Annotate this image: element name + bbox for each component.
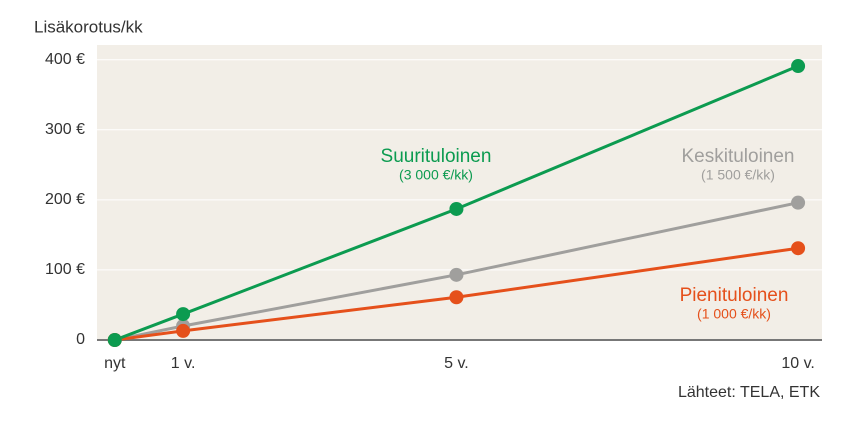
series-label: Suurituloinen [381, 146, 492, 167]
x-tick-label: 5 v. [444, 355, 469, 372]
data-point [791, 59, 806, 74]
data-point [791, 195, 806, 210]
data-point [449, 201, 464, 216]
x-tick-label: nyt [104, 355, 126, 372]
y-tick-label: 400 € [45, 51, 85, 68]
series-label: Pienituloinen [680, 285, 789, 306]
data-point [176, 307, 191, 322]
data-point [176, 323, 191, 338]
x-tick-label: 1 v. [171, 355, 196, 372]
series-note: (1 500 €/kk) [701, 167, 775, 183]
series-note: (3 000 €/kk) [399, 167, 473, 183]
series-line [114, 246, 799, 342]
data-point [791, 241, 806, 256]
y-axis-label: Lisäkorotus/kk [34, 17, 143, 36]
data-point [449, 290, 464, 305]
series-note: (1 000 €/kk) [697, 306, 771, 322]
series-label: Keskituloinen [681, 146, 794, 167]
data-point [449, 267, 464, 282]
x-tick-label: 10 v. [781, 355, 815, 372]
plot-background [97, 45, 822, 340]
y-tick-label: 200 € [45, 191, 85, 208]
series-line [114, 201, 799, 342]
y-tick-label: 100 € [45, 261, 85, 278]
data-point [107, 333, 122, 347]
series-line [114, 64, 799, 342]
y-tick-label: 0 [76, 331, 85, 348]
source: Lähteet: TELA, ETK [678, 384, 820, 401]
y-tick-label: 300 € [45, 121, 85, 138]
